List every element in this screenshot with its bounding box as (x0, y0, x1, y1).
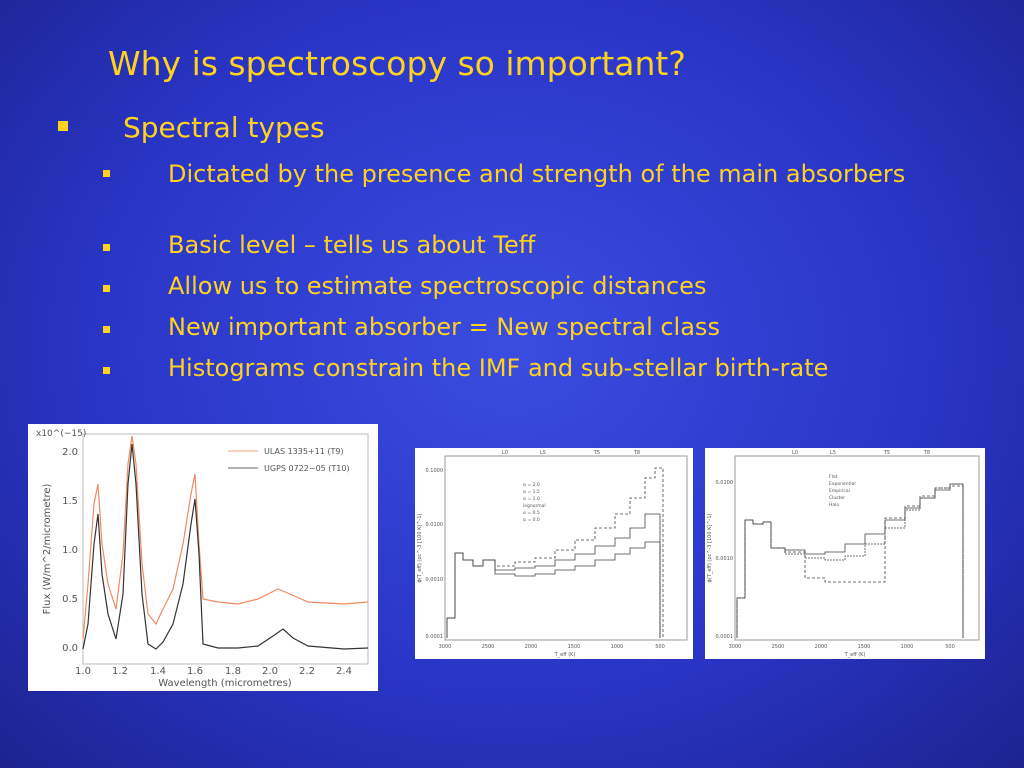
x-tick-label: 3000 (729, 644, 742, 650)
y-axis-label: ϕ(T_eff) (pc^-3 [100 K]^-1) (417, 513, 423, 582)
sub-bullet: Histograms constrain the IMF and sub-ste… (168, 354, 829, 382)
x-axis-label: Wavelength (micrometres) (158, 678, 291, 689)
legend-entry: Flat (829, 474, 838, 480)
bullet-marker (58, 121, 68, 131)
x-tick-label: 2000 (525, 644, 538, 650)
legend-entry: Exponential (829, 481, 856, 487)
legend-entry: α = 0.0 (523, 517, 540, 523)
x-tick-label: 1500 (568, 644, 581, 650)
top-tick-label: L5 (830, 450, 836, 456)
y-tick-label: 0.1000 (426, 468, 444, 474)
histogram-steps (736, 483, 964, 638)
y-tick-label: 2.0 (62, 447, 78, 458)
histogram-figure: 0.1000 0.0100 0.0010 0.0001 3000 2500 20… (415, 448, 693, 659)
x-tick-label: 2000 (815, 644, 828, 650)
slide-title: Why is spectroscopy so important? (108, 44, 686, 83)
spectrum-figure: x10^(−15) 2.0 1.5 1.0 0.5 0.0 1.0 1.2 1.… (28, 424, 378, 691)
x-axis-label: T_eff (K) (844, 652, 866, 658)
sub-bullet: Dictated by the presence and strength of… (168, 160, 906, 188)
x-tick-label: 2500 (772, 644, 785, 650)
y-tick-label: 0.0001 (716, 634, 734, 640)
y-tick-label: 0.0010 (716, 556, 734, 562)
bullet: Spectral types (123, 111, 325, 144)
histogram-steps (446, 467, 664, 638)
axis-scale: x10^(−15) (36, 429, 86, 439)
top-tick-label: L0 (502, 450, 508, 456)
y-tick-label: 0.0010 (426, 577, 444, 583)
bullet-marker (103, 367, 110, 374)
y-tick-label: 0.0 (62, 643, 78, 654)
x-tick-label: 1.0 (75, 666, 91, 677)
y-tick-label: 0.5 (62, 594, 78, 605)
x-tick-label: 500 (655, 644, 665, 650)
x-tick-label: 1000 (611, 644, 624, 650)
y-axis-label: ϕ(T_eff) (pc^-3 [100 K]^-1) (707, 513, 713, 582)
legend-entry: α = 2.0 (523, 482, 540, 488)
x-tick-label: 1.2 (112, 666, 128, 677)
bullet-marker (103, 170, 110, 177)
top-tick-label: L0 (792, 450, 798, 456)
figure-background (415, 448, 693, 659)
figure-background (705, 448, 985, 659)
top-tick-label: L5 (540, 450, 546, 456)
legend-entry: α = 1.5 (523, 489, 540, 495)
sub-bullet: New important absorber = New spectral cl… (168, 313, 720, 341)
x-tick-label: 1.4 (150, 666, 166, 677)
top-tick-label: T8 (633, 450, 640, 456)
legend-entry: UGPS 0722−05 (T10) (264, 464, 350, 473)
plot-frame (734, 455, 980, 641)
top-tick-label: T8 (923, 450, 930, 456)
y-tick-label: 1.5 (62, 496, 78, 507)
plot-frame (82, 433, 369, 665)
legend-entry: ULAS 1335+11 (T9) (264, 447, 344, 456)
spectrum-curve (82, 435, 369, 640)
y-tick-label: 0.0100 (716, 480, 734, 486)
x-axis-label: T_eff (K) (554, 652, 576, 658)
x-tick-label: 2.4 (336, 666, 352, 677)
plot-frame (444, 455, 688, 641)
histogram-figure: 0.0100 0.0010 0.0001 3000 2500 2000 1500… (705, 448, 985, 659)
top-tick-label: T5 (883, 450, 890, 456)
top-tick-label: T5 (593, 450, 600, 456)
x-tick-label: 2500 (482, 644, 495, 650)
sub-bullet: Basic level – tells us about Teff (168, 231, 536, 259)
x-tick-label: 500 (945, 644, 955, 650)
legend-entry: α = 0.5 (523, 510, 540, 516)
x-tick-label: 2.2 (299, 666, 315, 677)
legend-entry: Cluster (829, 495, 845, 501)
x-tick-label: 2.0 (262, 666, 278, 677)
bullet-marker (103, 285, 110, 292)
legend-entry: α = 1.0 (523, 496, 540, 502)
legend-entry: lognormal (523, 503, 546, 509)
y-axis-label: Flux (W/m^2/micrometre) (42, 484, 53, 615)
legend-entry: Empirical (829, 488, 850, 494)
sub-bullet: Allow us to estimate spectroscopic dista… (168, 272, 707, 300)
bullet-marker (103, 244, 110, 251)
x-tick-label: 1.6 (187, 666, 203, 677)
spectrum-curve (82, 443, 369, 650)
x-tick-label: 1500 (858, 644, 871, 650)
bullet-marker (103, 326, 110, 333)
legend-entry: Halo (829, 502, 839, 508)
y-tick-label: 0.0100 (426, 522, 444, 528)
x-tick-label: 1.8 (225, 666, 241, 677)
y-tick-label: 1.0 (62, 545, 78, 556)
x-tick-label: 3000 (439, 644, 452, 650)
y-tick-label: 0.0001 (426, 634, 444, 640)
x-tick-label: 1000 (901, 644, 914, 650)
